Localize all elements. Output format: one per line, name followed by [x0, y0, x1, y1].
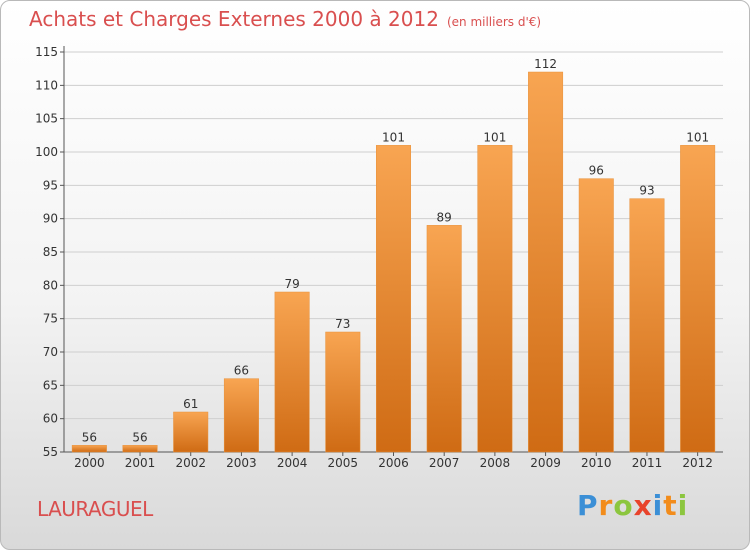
data-label: 56: [132, 430, 147, 444]
y-tick-label: 70: [43, 345, 58, 359]
x-tick-label: 2000: [74, 456, 105, 470]
bar: [477, 145, 513, 453]
bar: [680, 145, 716, 453]
bar: [578, 178, 614, 453]
x-tick-label: 2006: [378, 456, 409, 470]
x-tick-label: 2012: [682, 456, 713, 470]
data-label: 93: [639, 184, 654, 198]
bar: [325, 331, 361, 453]
data-label: 89: [437, 210, 452, 224]
x-tick-label: 2009: [530, 456, 561, 470]
x-tick-label: 2001: [125, 456, 156, 470]
proxiti-logo[interactable]: Proxiti: [577, 489, 688, 522]
bar: [122, 445, 158, 453]
y-tick-label: 95: [43, 178, 58, 192]
bars: [71, 71, 716, 453]
bar: [426, 225, 462, 453]
x-tick-label: 2007: [429, 456, 460, 470]
bar: [376, 145, 411, 453]
labels: 55 60 65 70 75 80 85 90 95 100 105 110 115 56 2000 56 20…: [35, 45, 713, 470]
logo-letter: i: [652, 489, 664, 522]
x-tick-label: 2010: [581, 456, 612, 470]
y-tick-label: 60: [43, 412, 58, 426]
logo-letter: x: [633, 489, 653, 522]
data-label: 66: [234, 364, 249, 378]
place-name: LAURAGUEL: [37, 497, 153, 521]
y-tick-label: 110: [35, 78, 58, 92]
data-label: 112: [534, 57, 557, 71]
data-label: 79: [284, 277, 299, 291]
data-label: 101: [382, 130, 405, 144]
data-label: 56: [82, 430, 97, 444]
y-tick-label: 105: [35, 112, 58, 126]
x-tick-label: 2004: [277, 456, 308, 470]
data-label: 73: [335, 317, 350, 331]
logo-letter: t: [663, 489, 678, 522]
y-tick-label: 115: [35, 45, 58, 59]
y-tick-label: 75: [43, 312, 58, 326]
data-label: 61: [183, 397, 198, 411]
bar: [71, 445, 107, 453]
x-tick-label: 2008: [480, 456, 511, 470]
bar: [629, 198, 665, 453]
chart-unit-note: (en milliers d'€): [446, 15, 542, 29]
logo-letter: o: [613, 489, 634, 522]
x-tick-label: 2003: [226, 456, 257, 470]
y-tick-label: 85: [43, 245, 58, 259]
bar: [223, 378, 259, 453]
y-tick-label: 65: [43, 378, 58, 392]
x-tick-label: 2005: [328, 456, 359, 470]
bar: [173, 411, 209, 453]
x-tick-label: 2002: [175, 456, 206, 470]
x-tick-label: 2011: [632, 456, 663, 470]
data-label: 101: [483, 130, 506, 144]
logo-letter: i: [677, 489, 689, 522]
y-tick-label: 80: [43, 278, 58, 292]
data-label: 101: [686, 130, 709, 144]
bar: [528, 71, 564, 453]
y-tick-label: 90: [43, 212, 58, 226]
logo-letter: r: [598, 489, 614, 522]
chart-title-text: Achats et Charges Externes 2000 à 2012: [29, 7, 439, 31]
chart-title: Achats et Charges Externes 2000 à 2012 (e…: [29, 7, 541, 31]
y-tick-label: 100: [35, 145, 58, 159]
logo-letter: P: [577, 489, 599, 522]
data-label: 96: [589, 164, 604, 178]
bar: [274, 291, 310, 453]
y-tick-label: 55: [43, 445, 58, 459]
